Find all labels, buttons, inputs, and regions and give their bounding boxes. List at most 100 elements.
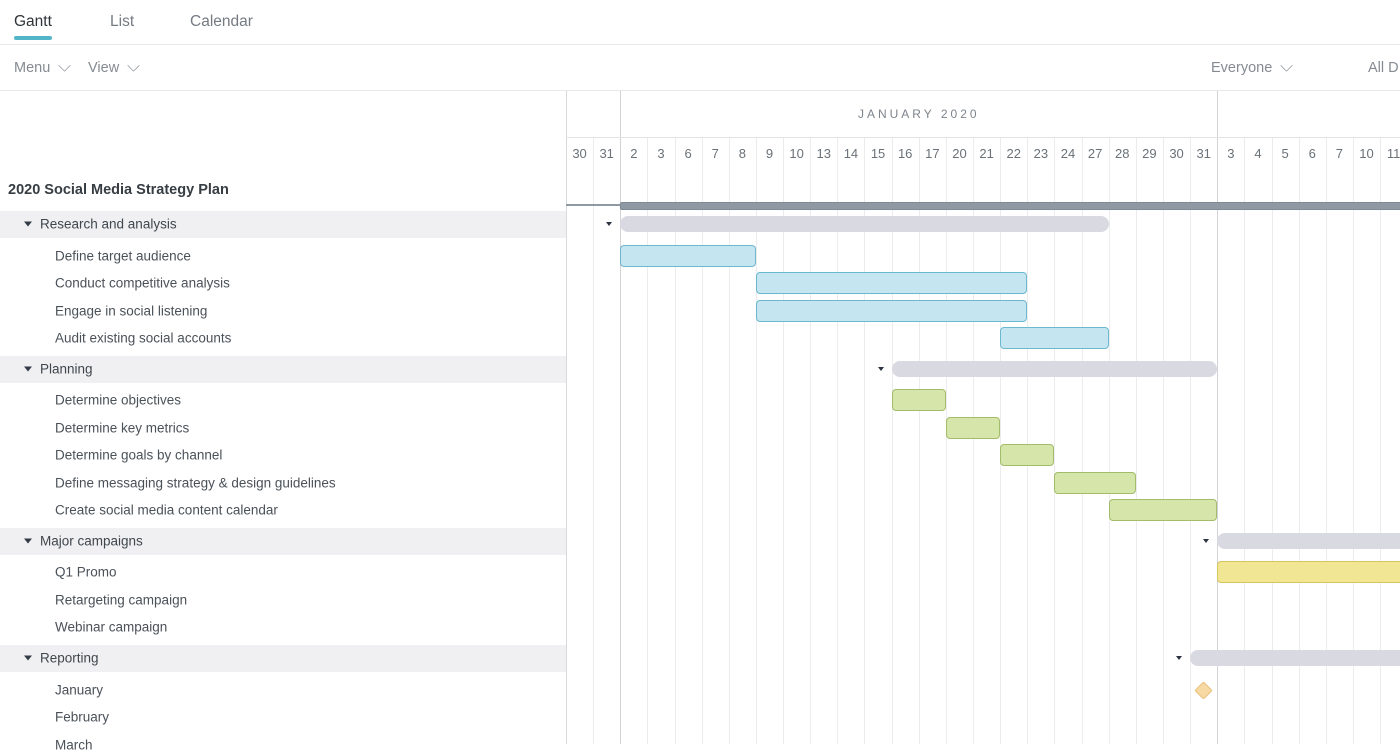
day-gridline [783,137,785,744]
group-collapse-caret-icon[interactable] [877,366,884,371]
day-gridline [647,137,649,744]
group-summary-bar[interactable] [1217,533,1400,549]
view-dropdown[interactable]: View [88,45,141,90]
tab-calendar-label: Calendar [190,12,253,30]
menu-dropdown-label: Menu [14,59,51,76]
day-header-cell: 7 [711,146,719,161]
people-filter-dropdown[interactable]: Everyone [1211,45,1294,90]
group-summary-bar[interactable] [1190,650,1400,666]
group-row-label[interactable]: Reporting [24,651,99,666]
day-header-cell: 28 [1115,146,1130,161]
day-header-cell: 14 [843,146,859,161]
day-header-cell: 22 [1006,146,1021,161]
group-row-label[interactable]: Major campaigns [24,534,143,549]
group-row-background [0,355,566,383]
task-name[interactable]: Determine goals by channel [55,447,223,463]
task-bar[interactable] [755,300,1028,322]
day-header-cell: 31 [1196,146,1211,161]
group-collapse-caret-icon[interactable] [1203,538,1210,543]
task-bar[interactable] [1000,327,1109,349]
day-header-cell: 29 [1142,146,1157,161]
tab-gantt-label: Gantt [14,12,52,30]
task-name[interactable]: February [55,709,110,725]
chevron-down-icon [127,59,141,72]
group-row-label[interactable]: Planning [24,362,93,377]
day-header-cell: 13 [816,146,832,161]
group-row-label[interactable]: Research and analysis [24,217,177,232]
collapse-caret-icon[interactable] [24,221,32,227]
day-gridline [945,137,947,744]
day-header-cell: 17 [925,146,940,161]
task-name[interactable]: March [55,737,93,753]
task-name[interactable]: Define target audience [55,248,191,264]
task-name[interactable]: January [55,682,104,698]
panel-chart-divider [566,90,567,744]
day-gridline [918,137,920,744]
group-name: Planning [40,361,93,377]
day-gridline [864,137,866,744]
menu-dropdown[interactable]: Menu [14,45,72,90]
day-header-cell: 11 [1386,146,1400,161]
collapse-caret-icon[interactable] [24,655,32,661]
tab-list-label: List [110,12,135,30]
project-bar-stub [566,204,621,206]
day-gridline [1027,137,1029,744]
day-header-cell: 20 [952,146,967,161]
day-header-cell: 24 [1060,146,1076,161]
day-header-cell: 9 [765,146,774,161]
date-filter-dropdown[interactable]: All D [1368,45,1399,90]
day-header-cell: 30 [572,146,587,161]
day-gridline [1380,137,1382,744]
milestone-diamond[interactable] [1194,680,1213,700]
day-gridline [1000,137,1002,744]
project-bar[interactable] [620,202,1400,210]
day-gridline [810,137,812,744]
day-gridline [701,137,703,744]
date-filter-label: All D [1368,59,1399,76]
tab-gantt[interactable]: Gantt [14,0,52,43]
day-header-cell: 10 [1359,146,1374,161]
month-boundary-gridline [1217,90,1219,744]
day-header-cell: 7 [1335,146,1343,161]
group-collapse-caret-icon[interactable] [606,221,613,226]
task-bar[interactable] [620,245,756,267]
task-name[interactable]: Engage in social listening [55,303,208,319]
task-bar[interactable] [1108,499,1218,521]
day-gridline [891,137,893,744]
task-name[interactable]: Conduct competitive analysis [55,275,230,291]
collapse-caret-icon[interactable] [24,538,32,544]
task-bar[interactable] [1217,561,1400,583]
active-tab-underline [14,36,52,40]
day-header-cell: 10 [789,146,804,161]
collapse-caret-icon[interactable] [24,366,32,372]
day-gridline [1190,137,1192,744]
task-bar[interactable] [1000,444,1055,466]
task-name[interactable]: Webinar campaign [55,619,168,635]
task-bar[interactable] [755,272,1028,294]
task-bar[interactable] [945,417,1001,439]
day-gridline [1108,137,1110,744]
group-row-background [0,527,566,555]
group-collapse-caret-icon[interactable] [1176,655,1183,660]
project-title[interactable]: 2020 Social Media Strategy Plan [8,182,229,198]
task-name[interactable]: Audit existing social accounts [55,330,232,346]
task-bar[interactable] [891,389,946,411]
task-name[interactable]: Q1 Promo [55,564,117,580]
gantt-toolbar: Menu View Everyone All D [0,45,1400,91]
task-bar[interactable] [1054,472,1136,494]
day-gridline [1244,137,1246,744]
month-boundary-gridline [620,90,622,744]
tab-list[interactable]: List [110,0,134,43]
task-name[interactable]: Determine key metrics [55,420,190,436]
task-name[interactable]: Create social media content calendar [55,502,278,518]
group-summary-bar[interactable] [891,361,1218,377]
task-name[interactable]: Retargeting campaign [55,592,188,608]
day-header-cell: 23 [1033,146,1049,161]
day-header-cell: 2 [630,146,638,161]
day-header-cell: 8 [738,146,746,161]
group-summary-bar[interactable] [620,216,1109,232]
month-header-label: JANUARY 2020 [857,106,980,121]
task-name[interactable]: Determine objectives [55,392,182,408]
task-name[interactable]: Define messaging strategy & design guide… [55,475,336,491]
tab-calendar[interactable]: Calendar [190,0,253,43]
